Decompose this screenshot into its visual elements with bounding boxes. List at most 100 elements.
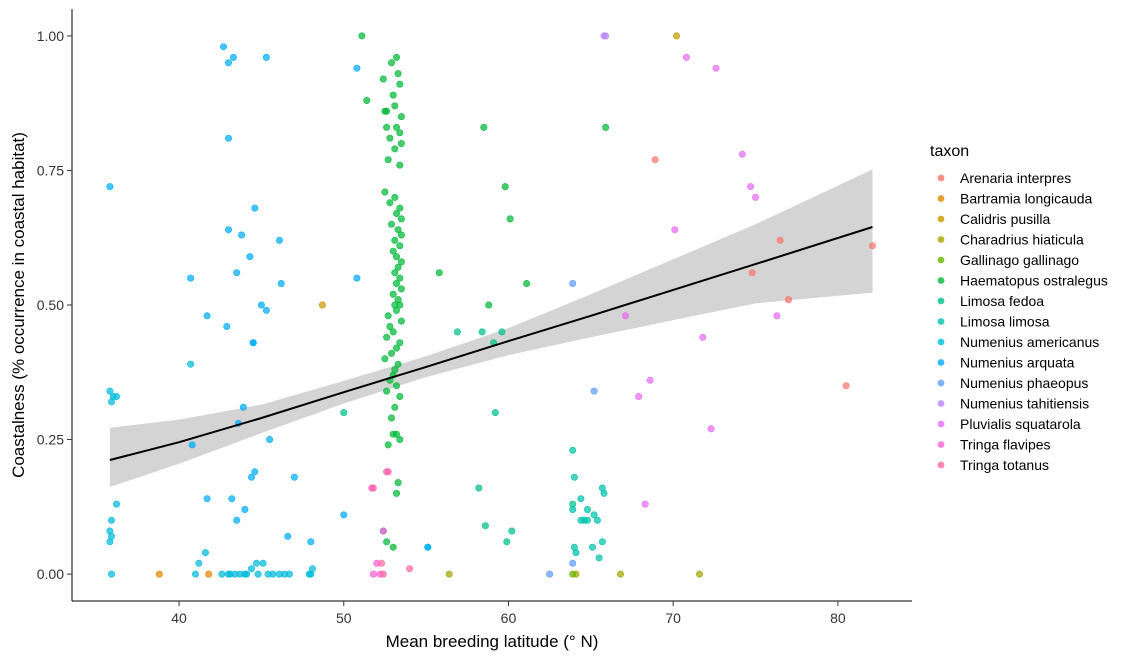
data-point — [570, 543, 578, 551]
points-layer — [106, 32, 876, 578]
data-point — [386, 199, 394, 207]
data-point — [248, 565, 256, 573]
legend-label: Charadrius hiaticula — [960, 232, 1084, 248]
data-point — [389, 328, 397, 336]
series-numenius-tahitiensis — [600, 32, 610, 40]
data-point — [641, 500, 649, 508]
data-point — [363, 97, 371, 105]
data-point — [392, 489, 400, 497]
data-point — [251, 468, 259, 476]
data-point — [108, 398, 116, 406]
data-point — [588, 543, 596, 551]
legend-key — [937, 297, 945, 305]
data-point — [203, 495, 211, 503]
data-point — [435, 269, 443, 277]
legend: taxon Arenaria interpres Bartramia longic… — [930, 143, 1108, 473]
data-point — [383, 538, 391, 546]
data-point — [651, 156, 659, 164]
y-tick-label: 1.00 — [37, 28, 64, 44]
data-point — [251, 204, 259, 212]
data-point — [598, 538, 606, 546]
legend-item: Pluvialis squatarola — [937, 416, 1081, 432]
y-tick-label: 0.75 — [37, 162, 64, 178]
data-point — [590, 511, 598, 519]
data-point — [383, 123, 391, 131]
legend-key — [937, 318, 945, 325]
data-point — [187, 360, 195, 368]
data-point — [397, 317, 405, 325]
data-point — [318, 301, 326, 309]
data-point — [397, 285, 405, 293]
data-point — [523, 279, 531, 287]
data-point — [396, 204, 404, 212]
trend-line — [109, 226, 873, 461]
x-tick-label: 50 — [336, 610, 352, 626]
data-point — [569, 505, 577, 513]
data-point — [389, 543, 397, 551]
data-point — [254, 570, 262, 578]
data-point — [707, 425, 715, 433]
data-point — [369, 484, 377, 492]
data-point — [225, 134, 233, 142]
data-point — [478, 328, 486, 336]
data-point — [445, 570, 453, 578]
data-point — [386, 134, 394, 142]
data-point — [397, 258, 405, 266]
data-point — [223, 322, 231, 330]
data-point — [241, 505, 249, 513]
data-point — [233, 269, 241, 277]
data-point — [389, 430, 397, 438]
data-point — [253, 559, 261, 567]
data-point — [340, 511, 348, 519]
data-point — [583, 516, 591, 524]
legend-item: Haematopus ostralegus — [937, 273, 1108, 289]
data-point — [738, 150, 746, 158]
data-point — [397, 113, 405, 121]
data-point — [225, 570, 233, 578]
data-point — [508, 527, 516, 535]
data-point — [106, 387, 114, 395]
data-point — [595, 554, 603, 562]
legend-key — [937, 195, 945, 202]
data-point — [379, 527, 387, 535]
data-point — [397, 215, 405, 223]
data-point — [577, 516, 585, 524]
x-axis-title: Mean breeding latitude (° N) — [386, 632, 599, 651]
data-point — [113, 392, 121, 400]
data-point — [218, 570, 226, 578]
data-point — [381, 355, 389, 363]
data-point — [155, 570, 163, 578]
data-point — [307, 538, 315, 546]
legend-item: Calidris pusilla — [937, 211, 1050, 227]
data-point — [384, 156, 392, 164]
data-point — [233, 516, 241, 524]
y-axis-title: Coastalness (% occurrence in coastal hab… — [9, 132, 28, 478]
data-point — [384, 441, 392, 449]
y-tick-label: 0.25 — [37, 432, 64, 448]
data-point — [384, 468, 392, 476]
legend-item: Numenius tahitiensis — [937, 396, 1089, 412]
data-point — [600, 489, 608, 497]
data-point — [248, 473, 256, 481]
data-point — [106, 538, 114, 546]
series-numenius-phaeopus — [546, 279, 598, 578]
data-point — [391, 269, 399, 277]
legend-key — [937, 256, 945, 264]
legend-item: Numenius phaeopus — [937, 375, 1088, 391]
series-bartramia-longicauda — [155, 570, 213, 578]
data-point — [387, 59, 395, 67]
legend-key — [937, 420, 945, 428]
data-point — [699, 333, 707, 341]
data-point — [205, 570, 213, 578]
legend-item: Limosa fedoa — [937, 293, 1044, 309]
legend-key — [937, 277, 945, 284]
x-tick-label: 40 — [171, 610, 187, 626]
data-point — [228, 495, 236, 503]
data-point — [784, 296, 792, 304]
legend-label: Limosa fedoa — [960, 293, 1044, 309]
data-point — [269, 570, 277, 578]
data-point — [396, 242, 404, 250]
data-point — [569, 279, 577, 287]
data-point — [340, 409, 348, 417]
